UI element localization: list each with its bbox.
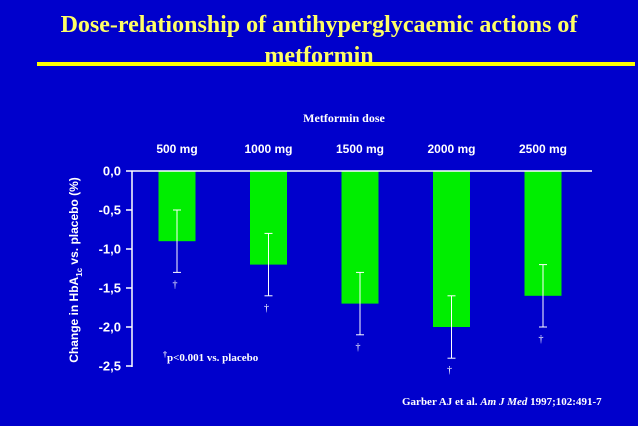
y-axis-label-main: Change in HbA (67, 276, 81, 362)
title-underline (37, 62, 635, 66)
significance-marker: † (447, 365, 452, 376)
category-label: 2500 mg (519, 142, 567, 156)
citation-details: 1997;102:491-7 (527, 396, 602, 408)
slide-title: Dose-relationship of antihyperglycaemic … (0, 10, 638, 72)
y-tick-label: -1,5 (99, 281, 121, 296)
slide-title-line-1: Dose-relationship of antihyperglycaemic … (60, 12, 578, 38)
category-label: 1500 mg (336, 142, 384, 156)
significance-marker: † (539, 334, 544, 345)
y-tick-label: -1,0 (99, 242, 121, 257)
footnote-text: p<0.001 vs. placebo (167, 352, 259, 364)
significance-marker: † (264, 303, 269, 314)
y-tick-label: 0,0 (103, 164, 121, 179)
citation-authors: Garber AJ et al. (402, 396, 481, 408)
category-label: 1000 mg (244, 142, 292, 156)
y-axis-label: Change in HbA1c vs. placebo (%) (67, 177, 84, 363)
y-tick-label: -2,5 (99, 359, 121, 374)
category-label: 2000 mg (427, 142, 475, 156)
category-label: 500 mg (156, 142, 197, 156)
citation-journal: Am J Med (480, 396, 528, 408)
y-axis-label-subscript: 1c (75, 267, 84, 276)
footnote-marker: † (163, 350, 167, 359)
y-axis-label-suffix: vs. placebo (%) (67, 177, 81, 268)
footnote: †p<0.001 vs. placebo (163, 350, 259, 364)
y-tick-label: -2,0 (99, 320, 121, 335)
y-tick-label: -0,5 (99, 203, 121, 218)
citation: Garber AJ et al. Am J Med 1997;102:491-7 (402, 396, 602, 408)
significance-marker: † (173, 279, 178, 290)
significance-marker: † (356, 342, 361, 353)
chart-title: Metformin dose (303, 111, 385, 125)
